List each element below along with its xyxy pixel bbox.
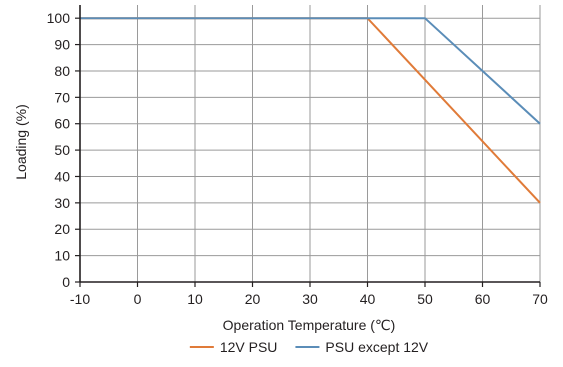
y-tick-label: 100 [47, 10, 71, 26]
grid [80, 5, 541, 282]
x-tick-label: -10 [70, 291, 90, 307]
y-tick-label: 90 [54, 37, 70, 53]
y-tick-label: 80 [54, 63, 70, 79]
y-tick-label: 0 [62, 274, 70, 290]
y-tick-label: 70 [54, 89, 70, 105]
x-tick-label: 30 [302, 291, 318, 307]
y-tick-label: 10 [54, 248, 70, 264]
axes [75, 5, 541, 287]
y-tick-label: 60 [54, 116, 70, 132]
series-lines [80, 17, 541, 204]
x-axis-title: Operation Temperature (℃) [223, 317, 396, 333]
x-tick-label: 20 [245, 291, 261, 307]
x-tick-label: 40 [360, 291, 376, 307]
y-tick-label: 50 [54, 142, 70, 158]
x-tick-label: 10 [187, 291, 203, 307]
legend: 12V PSU PSU except 12V [189, 339, 429, 355]
y-axis-title: Loading (%) [13, 104, 29, 180]
series-line-2 [80, 17, 541, 125]
x-tick-label: 0 [134, 291, 142, 307]
y-tick-label: 40 [54, 168, 70, 184]
y-tick-label: 30 [54, 195, 70, 211]
legend-label-2: PSU except 12V [325, 339, 428, 355]
y-tick-label: 20 [54, 221, 70, 237]
x-tick-label: 70 [532, 291, 548, 307]
legend-label-1: 12V PSU [220, 339, 278, 355]
x-tick-label: 50 [417, 291, 433, 307]
x-tick-label: 60 [475, 291, 491, 307]
